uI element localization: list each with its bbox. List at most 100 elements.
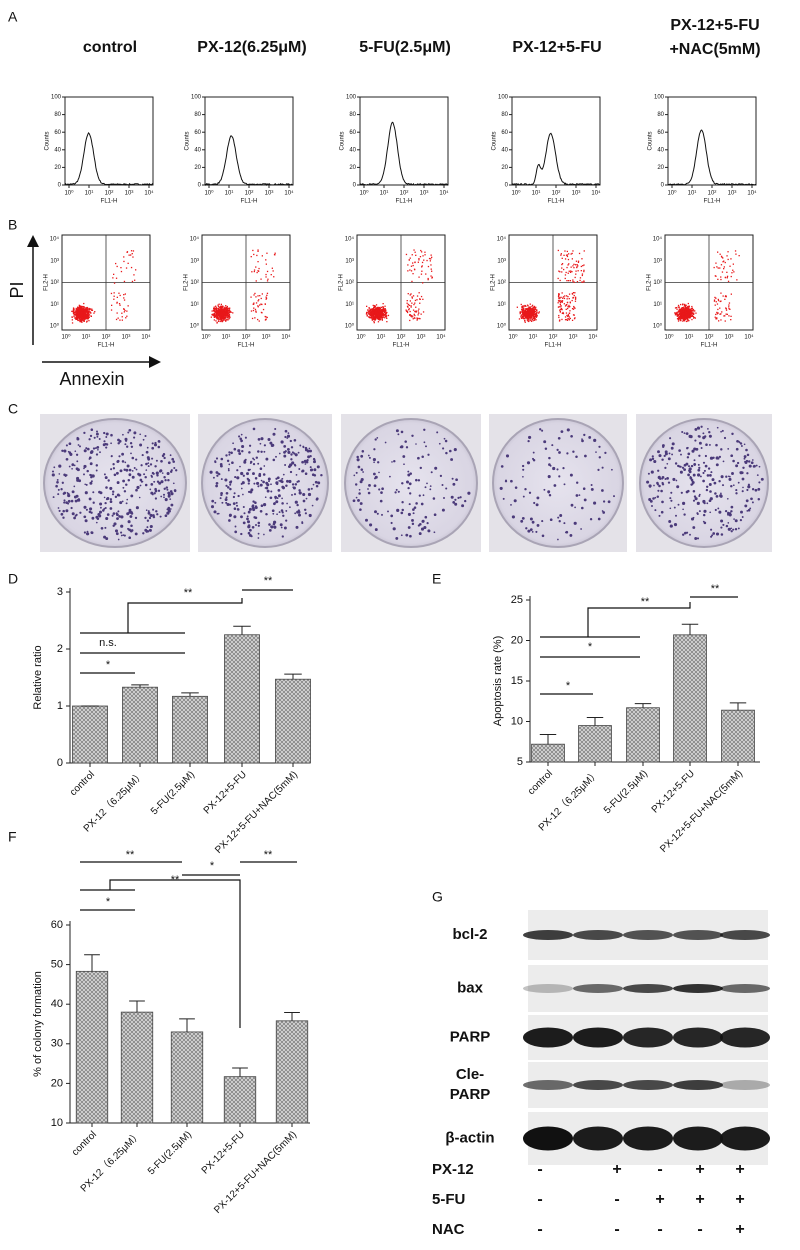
dot: [71, 311, 72, 312]
colony: [124, 443, 126, 445]
treatment-sign: +: [612, 1161, 621, 1178]
colony: [154, 465, 156, 467]
y-tick-label: 10⁴: [345, 236, 355, 243]
dot: [691, 316, 692, 317]
y-tick-label: 80: [54, 112, 61, 118]
colony: [63, 492, 66, 495]
dot: [216, 322, 217, 323]
dot: [408, 293, 409, 294]
colony: [119, 440, 122, 443]
colony: [105, 476, 108, 479]
colony: [224, 478, 227, 481]
dot: [126, 267, 127, 268]
error-bar: [540, 734, 556, 744]
colony: [662, 483, 664, 485]
dot: [111, 309, 112, 310]
colony: [89, 507, 92, 510]
colony: [727, 448, 729, 450]
colony: [301, 470, 303, 472]
colony: [128, 520, 131, 523]
colony: [291, 494, 293, 496]
colony: [110, 500, 113, 503]
colony: [720, 519, 723, 522]
y-tick-label: 60: [501, 130, 508, 136]
dot: [530, 317, 531, 318]
dot: [525, 310, 526, 311]
treatment-sign: +: [735, 1161, 744, 1178]
colony: [650, 500, 653, 503]
dot: [422, 262, 423, 263]
colony: [758, 498, 760, 500]
dot: [229, 317, 230, 318]
colony: [551, 444, 553, 446]
dot: [413, 295, 414, 296]
dot: [684, 309, 685, 310]
dot: [214, 319, 215, 320]
band: [623, 1080, 673, 1090]
dot: [377, 313, 378, 314]
x-tick-label: 10¹: [377, 335, 386, 341]
dot: [421, 251, 422, 252]
dot: [367, 309, 368, 310]
dot: [369, 317, 370, 318]
colony: [700, 475, 702, 477]
band-label: bax: [457, 979, 484, 996]
colony: [748, 509, 751, 512]
colony: [140, 485, 142, 487]
colony: [723, 461, 725, 463]
dot: [566, 267, 567, 268]
dot: [225, 308, 226, 309]
colony: [216, 482, 219, 485]
dot: [727, 314, 728, 315]
dot: [558, 302, 559, 303]
dot: [521, 306, 522, 307]
dot: [413, 265, 414, 266]
dot: [122, 320, 123, 321]
colony: [675, 515, 677, 517]
dot: [572, 300, 573, 301]
dot: [519, 312, 520, 313]
dot: [418, 312, 419, 313]
colony: [112, 515, 114, 517]
colony: [65, 509, 68, 512]
colony: [284, 464, 286, 466]
colony: [522, 469, 524, 471]
dot: [253, 294, 254, 295]
colony: [152, 509, 154, 511]
colony: [442, 447, 444, 449]
bar: [276, 1021, 308, 1123]
colony: [243, 522, 246, 525]
dot: [536, 310, 537, 311]
colony: [130, 525, 133, 528]
colony: [152, 442, 154, 444]
dot: [375, 315, 376, 316]
dot: [411, 306, 412, 307]
colony: [144, 476, 146, 478]
dot: [85, 311, 86, 312]
colony: [427, 529, 430, 532]
y-tick-label: 5: [517, 756, 523, 768]
colony: [563, 522, 565, 524]
dot: [572, 279, 573, 280]
colony: [83, 465, 86, 468]
colony: [155, 510, 157, 512]
colony: [745, 449, 748, 452]
colony: [426, 483, 428, 485]
colony: [252, 508, 255, 511]
colony: [611, 469, 613, 471]
dot: [382, 312, 383, 313]
colony: [296, 474, 298, 476]
dot: [574, 317, 575, 318]
dot: [385, 310, 386, 311]
colony: [694, 440, 696, 442]
dot: [411, 270, 412, 271]
dot: [418, 318, 419, 319]
x-tick-label: 10³: [725, 335, 734, 341]
treatment-sign: -: [537, 1161, 542, 1178]
colony: [238, 452, 241, 455]
dot: [568, 280, 569, 281]
dot: [375, 309, 376, 310]
colony: [282, 515, 284, 517]
colony: [174, 489, 177, 492]
y-tick-label: 10⁴: [190, 236, 200, 243]
